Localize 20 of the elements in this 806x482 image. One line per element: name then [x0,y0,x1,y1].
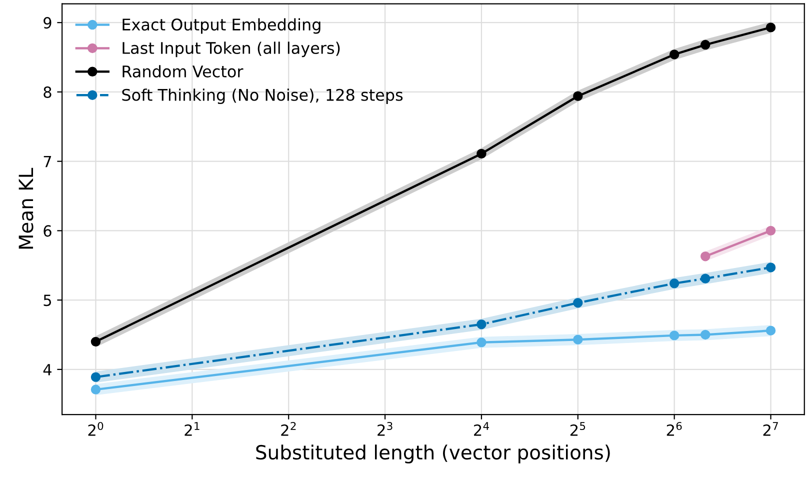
x-axis-title: Substituted length (vector positions) [256,444,610,464]
y-tick-label: 9 [44,17,52,29]
x-tick-label: 2$^{3}$ [378,422,392,436]
y-tick-label: 4 [43,364,52,376]
y-tick-label: 6 [44,225,52,237]
y-tick-label: 7 [44,156,52,168]
x-tick-label: 2$^{6}$ [666,422,682,436]
legend-label: Exact Output Embedding [122,18,320,34]
x-tick-label: 2$^{1}$ [184,422,200,436]
y-tick-label: 8 [44,86,52,98]
legend-label: Soft Thinking (No Noise), 128 steps [122,88,403,104]
x-tick-label: 2$^{0}$ [88,422,104,436]
x-tick-label: 2$^{7}$ [763,422,778,436]
x-tick-label: 2$^{4}$ [474,422,489,436]
legend-label: Last Input Token (all layers) [122,42,340,58]
x-tick-label: 2$^{5}$ [570,422,586,436]
y-axis-title: Mean KL [18,168,34,249]
x-tick-label: 2$^{2}$ [281,422,296,436]
legend-label: Random Vector [122,65,244,78]
y-tick-label: 5 [44,294,52,306]
